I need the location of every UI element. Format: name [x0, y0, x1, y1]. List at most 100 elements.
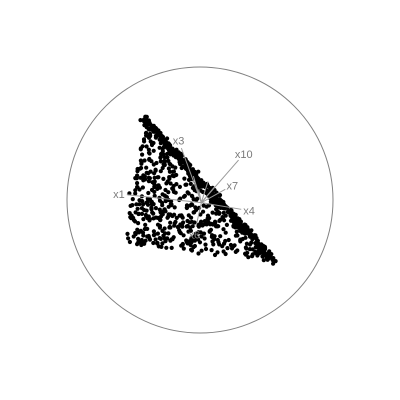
data-point — [188, 242, 193, 248]
data-point — [196, 223, 201, 228]
data-point — [255, 241, 260, 246]
data-point — [158, 154, 163, 159]
data-point — [220, 215, 225, 220]
data-point — [142, 241, 147, 246]
data-point — [147, 218, 152, 223]
data-point — [129, 213, 134, 218]
data-point — [145, 202, 151, 207]
data-point — [229, 208, 234, 213]
data-point — [216, 240, 221, 245]
data-point — [208, 227, 214, 232]
data-point — [156, 175, 161, 180]
projection-axis-line — [201, 188, 226, 204]
data-point — [181, 220, 186, 225]
data-point — [253, 249, 258, 254]
data-point — [199, 234, 204, 239]
data-point — [181, 246, 186, 251]
data-point — [231, 211, 236, 216]
data-point — [191, 210, 197, 215]
data-point — [149, 202, 154, 207]
data-point — [205, 213, 211, 218]
data-point — [152, 171, 157, 176]
data-point — [196, 169, 201, 174]
data-point — [232, 224, 237, 229]
data-point — [213, 220, 218, 225]
data-point — [171, 235, 176, 240]
data-point — [177, 184, 182, 189]
data-point — [184, 205, 189, 211]
data-point — [135, 206, 140, 211]
data-point — [172, 223, 177, 228]
data-point — [200, 182, 205, 187]
data-point — [186, 213, 191, 218]
data-point — [261, 258, 266, 263]
data-point — [149, 207, 154, 212]
data-point — [134, 202, 139, 207]
data-point — [174, 172, 179, 178]
data-point — [202, 236, 207, 241]
data-point — [137, 166, 143, 171]
data-point — [159, 138, 164, 143]
data-point — [152, 184, 157, 190]
data-point — [145, 119, 150, 124]
data-point — [237, 217, 242, 222]
data-point — [186, 177, 192, 182]
data-point — [203, 246, 209, 252]
data-point — [185, 223, 190, 229]
data-point — [188, 181, 193, 186]
projection-axis-line — [200, 186, 216, 203]
data-point — [185, 218, 190, 224]
data-point — [260, 254, 265, 259]
data-point — [166, 231, 171, 236]
data-point — [221, 249, 226, 254]
data-point — [163, 187, 168, 193]
data-point — [180, 215, 185, 220]
data-point — [151, 148, 156, 153]
data-point — [167, 175, 172, 180]
projection-circle — [66, 66, 334, 334]
data-point — [183, 165, 188, 170]
data-point — [215, 224, 220, 229]
data-point — [240, 236, 245, 242]
data-point — [146, 135, 152, 140]
data-point — [222, 241, 227, 246]
data-point — [243, 252, 248, 257]
data-point — [158, 169, 163, 174]
data-point — [168, 148, 173, 153]
data-point — [155, 186, 160, 191]
data-point — [197, 240, 203, 245]
data-point — [168, 220, 173, 225]
data-point — [209, 234, 214, 239]
data-point — [186, 191, 191, 196]
data-point — [243, 245, 248, 250]
data-point — [201, 203, 206, 208]
data-point — [210, 239, 215, 244]
data-point — [221, 227, 226, 232]
data-point — [166, 158, 171, 164]
data-point — [162, 155, 167, 160]
data-point — [195, 175, 200, 180]
data-point — [140, 152, 145, 157]
data-point — [144, 130, 149, 135]
data-point — [178, 151, 183, 156]
data-point — [267, 253, 272, 258]
data-point — [170, 213, 175, 219]
data-point — [201, 231, 207, 236]
data-point — [147, 237, 153, 242]
data-point — [133, 188, 138, 193]
data-point — [141, 117, 147, 122]
data-point — [139, 160, 144, 165]
data-point — [165, 179, 170, 184]
data-point — [152, 129, 157, 134]
data-point — [147, 151, 152, 156]
data-point — [263, 245, 268, 251]
data-point — [144, 165, 149, 170]
data-point — [161, 176, 166, 181]
data-point — [173, 165, 178, 170]
axis-label-x1: x1 — [113, 189, 125, 201]
data-point — [137, 198, 142, 203]
data-point — [141, 202, 146, 207]
data-point — [212, 252, 218, 258]
data-point — [132, 219, 138, 224]
data-point — [209, 248, 214, 253]
